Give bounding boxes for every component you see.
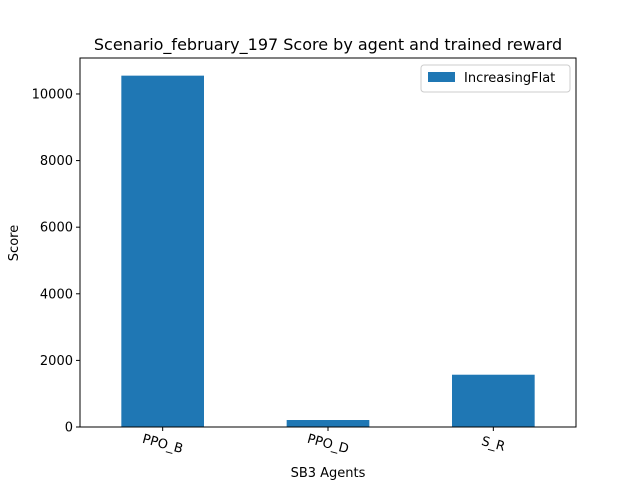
y-tick-label: 8000 (40, 154, 73, 169)
y-tick-label: 4000 (40, 287, 73, 302)
y-tick-label: 2000 (40, 354, 73, 369)
y-tick-label: 0 (65, 421, 73, 436)
chart-title: Scenario_february_197 Score by agent and… (94, 35, 562, 55)
legend: IncreasingFlat (420, 64, 571, 93)
legend-swatch (428, 72, 455, 82)
x-tick-label: S_R (480, 434, 507, 455)
y-axis-label: Score (7, 225, 22, 261)
bar-ppo-b (121, 75, 204, 427)
y-tick-label: 10000 (32, 87, 73, 102)
bars-group (121, 75, 535, 427)
legend-frame (420, 64, 571, 93)
bar-s-r (452, 374, 535, 427)
y-axis: 0 2000 4000 6000 8000 10000 (32, 87, 80, 436)
x-tick-label: PPO_D (305, 432, 350, 457)
x-tick-label: PPO_B (141, 432, 185, 457)
y-tick-label: 6000 (40, 221, 73, 236)
x-axis-label: SB3 Agents (291, 466, 366, 480)
bar-ppo-d (286, 420, 370, 427)
legend-label: IncreasingFlat (464, 71, 555, 86)
x-axis: PPO_B PPO_D S_R (141, 427, 507, 457)
